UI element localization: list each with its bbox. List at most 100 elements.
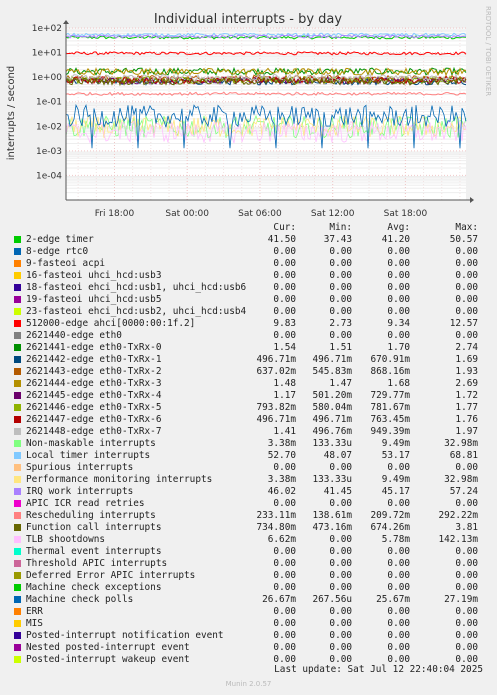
value-min: 0.00	[329, 534, 352, 545]
legend-row: 2621448-edge eth0-TxRx-7 1.41 496.76m 949.3…	[10, 426, 490, 438]
legend-row: 18-fasteoi ehci_hcd:usb1, uhci_hcd:usb6 0…	[10, 282, 490, 294]
series-name: IRQ work interrupts	[26, 486, 134, 497]
value-min: 0.00	[329, 654, 352, 665]
series-line	[65, 103, 467, 149]
value-cur: 0.00	[273, 330, 296, 341]
y-tick-label: 1e-03	[36, 147, 62, 157]
value-cur: 3.38m	[267, 438, 296, 449]
legend-row: 19-fasteoi uhci_hcd:usb5 0.00 0.00 0.00 0.00	[10, 294, 490, 306]
value-min: 0.00	[329, 330, 352, 341]
legend-swatch	[14, 500, 21, 507]
value-max: 0.00	[455, 294, 478, 305]
value-avg: 670.91m	[370, 354, 410, 365]
value-avg: 0.00	[387, 582, 410, 593]
value-cur: 0.00	[273, 258, 296, 269]
value-cur: 734.80m	[256, 522, 296, 533]
x-tick-label: Sat 00:00	[165, 209, 209, 219]
value-min: 2.73	[329, 318, 352, 329]
legend-row: Threshold APIC interrupts 0.00 0.00 0.00 0.0…	[10, 558, 490, 570]
value-avg: 781.67m	[370, 402, 410, 413]
value-avg: 209.72m	[370, 510, 410, 521]
legend-swatch	[14, 428, 21, 435]
value-cur: 793.82m	[256, 402, 296, 413]
value-avg: 0.00	[387, 462, 410, 473]
legend-row: 16-fasteoi uhci_hcd:usb3 0.00 0.00 0.00 0.00	[10, 270, 490, 282]
col-avg: Avg:	[387, 222, 410, 233]
legend-row: 2621441-edge eth0-TxRx-0 1.54 1.51 1.70 2.74	[10, 342, 490, 354]
value-max: 0.00	[455, 570, 478, 581]
series-line	[65, 73, 467, 83]
series-name: Nested posted-interrupt event	[26, 642, 190, 653]
value-cur: 0.00	[273, 618, 296, 629]
value-max: 0.00	[455, 282, 478, 293]
value-avg: 0.00	[387, 306, 410, 317]
value-max: 0.00	[455, 246, 478, 257]
value-min: 37.43	[323, 234, 352, 245]
value-max: 0.00	[455, 270, 478, 281]
value-cur: 0.00	[273, 246, 296, 257]
legend-row: 2621440-edge eth0 0.00 0.00 0.00 0.00	[10, 330, 490, 342]
value-cur: 0.00	[273, 282, 296, 293]
value-cur: 233.11m	[256, 510, 296, 521]
series-name: APIC ICR read retries	[26, 498, 145, 509]
value-avg: 0.00	[387, 282, 410, 293]
series-name: 18-fasteoi ehci_hcd:usb1, uhci_hcd:usb6	[26, 282, 247, 293]
value-min: 48.07	[323, 450, 352, 461]
legend-swatch	[14, 368, 21, 375]
y-axis-label: interrupts / second	[6, 66, 17, 160]
x-tick-label: Fri 18:00	[95, 209, 135, 219]
last-update: Last update: Sat Jul 12 22:40:04 2025	[274, 664, 483, 675]
value-min: 0.00	[329, 498, 352, 509]
value-cur: 1.54	[273, 342, 296, 353]
series-name: 2621441-edge eth0-TxRx-0	[26, 342, 162, 353]
series-name: Posted-interrupt notification event	[26, 630, 224, 641]
value-min: 0.00	[329, 630, 352, 641]
value-avg: 0.00	[387, 498, 410, 509]
value-min: 545.83m	[312, 366, 352, 377]
munin-version: Munin 2.0.57	[225, 680, 272, 688]
value-cur: 9.83	[273, 318, 296, 329]
value-min: 0.00	[329, 570, 352, 581]
value-max: 1.97	[455, 426, 478, 437]
interrupts-chart: Individual interrupts - by day interrupt…	[6, 6, 492, 219]
value-cur: 0.00	[273, 570, 296, 581]
value-avg: 763.45m	[370, 414, 410, 425]
legend-swatch	[14, 284, 21, 291]
series-name: 2621448-edge eth0-TxRx-7	[26, 426, 162, 437]
value-avg: 41.20	[381, 234, 410, 245]
legend-row: Function call interrupts 734.80m 473.16m 67…	[10, 522, 490, 534]
value-max: 0.00	[455, 642, 478, 653]
value-min: 1.47	[329, 378, 352, 389]
value-min: 0.00	[329, 606, 352, 617]
legend-swatch	[14, 488, 21, 495]
value-min: 0.00	[329, 270, 352, 281]
series-name: Function call interrupts	[26, 522, 162, 533]
legend-swatch	[14, 608, 21, 615]
y-tick-label: 1e+01	[32, 49, 62, 59]
legend-row: Deferred Error APIC interrupts 0.00 0.00 0.…	[10, 570, 490, 582]
series-name: 512000-edge ahci[0000:00:1f.2]	[26, 318, 196, 329]
value-min: 0.00	[329, 546, 352, 557]
legend-row: 2621447-edge eth0-TxRx-6 496.71m 496.71m 76…	[10, 414, 490, 426]
legend-swatch	[14, 344, 21, 351]
series-name: 9-fasteoi acpi	[26, 258, 106, 269]
value-avg: 53.17	[381, 450, 410, 461]
series-name: Thermal event interrupts	[26, 546, 162, 557]
value-min: 138.61m	[312, 510, 352, 521]
value-cur: 0.00	[273, 642, 296, 653]
series-name: Spurious interrupts	[26, 462, 134, 473]
value-min: 41.45	[323, 486, 352, 497]
value-max: 0.00	[455, 258, 478, 269]
value-min: 0.00	[329, 462, 352, 473]
series-name: Performance monitoring interrupts	[26, 474, 213, 485]
legend-swatch	[14, 392, 21, 399]
value-avg: 45.17	[381, 486, 410, 497]
series-name: 2621442-edge eth0-TxRx-1	[26, 354, 162, 365]
value-min: 1.51	[329, 342, 352, 353]
value-avg: 729.77m	[370, 390, 410, 401]
value-avg: 868.16m	[370, 366, 410, 377]
x-tick-label: Sat 06:00	[238, 209, 282, 219]
legend-swatch	[14, 296, 21, 303]
legend-row: 9-fasteoi acpi 0.00 0.00 0.00 0.00	[10, 258, 490, 270]
value-min: 0.00	[329, 306, 352, 317]
